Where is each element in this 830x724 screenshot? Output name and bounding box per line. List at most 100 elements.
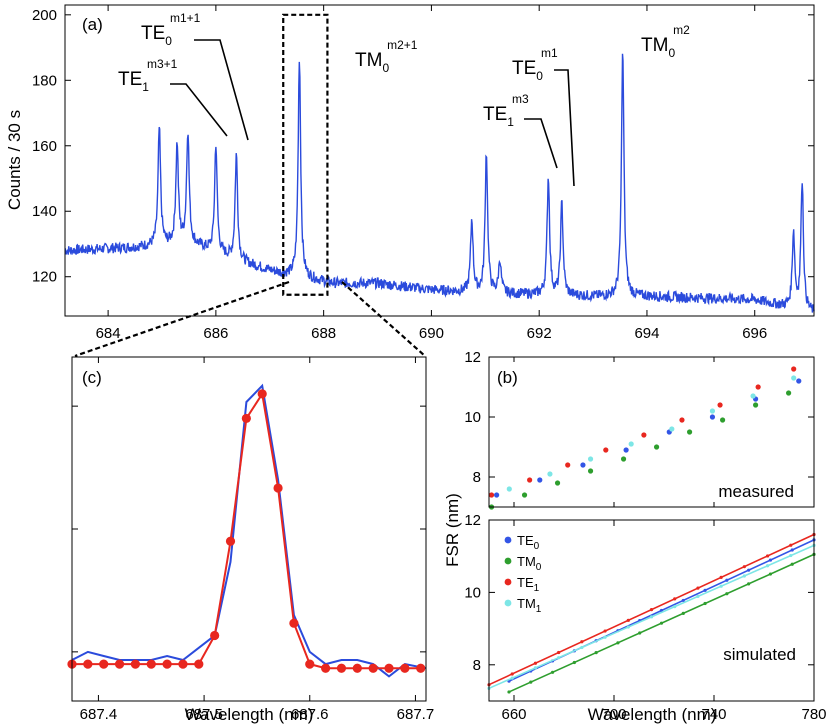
panel-b-simulated-point-tm1	[603, 635, 607, 639]
panel-b-measured-point-te0	[537, 477, 543, 483]
panel-a-xtick-label: 686	[203, 325, 228, 342]
panel-a-xtick-label: 690	[419, 325, 444, 342]
panel-b-measured-point-te1	[527, 477, 533, 483]
panel-b-simulated-point-te1	[789, 543, 793, 547]
panel-a-xtick-label: 694	[634, 325, 659, 342]
panel-b-simulated-point-te1	[626, 618, 630, 622]
panel-b-measured-point-tm1	[669, 426, 675, 432]
panel-a-label: (a)	[82, 15, 103, 34]
panel-b-measured-point-tm1	[628, 441, 634, 447]
panel-b-simulated-point-te0	[681, 598, 685, 603]
panel-c-fit-point	[336, 663, 347, 673]
panel-b-simulated-point-te1	[719, 575, 723, 580]
panel-c-fit-point	[162, 659, 172, 669]
panel-c-xtick-label: 687.5	[185, 706, 223, 723]
panel-a-ytick-label: 120	[32, 269, 57, 286]
panel-a-ytick-label: 200	[32, 7, 57, 24]
panel-b-simulated-xtick-label: 700	[601, 706, 626, 723]
panel-c-fit-point	[130, 659, 141, 669]
panel-b-measured-caption: measured	[718, 482, 794, 501]
panel-b-simulated-point-tm1	[557, 656, 561, 660]
panel-b-measured-point-tm0	[653, 444, 660, 450]
annotation-tm0-m2: TM0m2	[641, 23, 690, 60]
panel-b-simulated-point-tm0	[529, 680, 533, 684]
panel-c-fit-line	[72, 391, 421, 670]
panel-b-measured-point-tm0	[719, 417, 726, 423]
panel-b-measured-point-tm0	[521, 492, 528, 498]
panel-c-fit-point	[368, 663, 378, 673]
panel-b-measured-point-tm0	[786, 390, 792, 396]
panel-b-simulated-point-tm0	[725, 592, 729, 596]
panel-b-simulated-ytick-label: 12	[464, 512, 481, 529]
panel-b-measured-point-tm1	[587, 456, 594, 462]
panel-b-simulated-point-te1	[580, 640, 584, 644]
panel-b-simulated-point-tm0	[747, 582, 751, 586]
panel-c-xtick-label: 687.6	[291, 706, 329, 723]
panel-b-measured-point-tm1	[791, 375, 797, 381]
panel-b-simulated-point-tm1	[696, 594, 700, 599]
legend-marker-tm1	[504, 599, 512, 607]
panel-b-ylabel: FSR (nm)	[443, 493, 462, 567]
panel-c-fit-point	[178, 659, 188, 669]
panel-b-measured: 8 10 12 (b) measured	[464, 349, 815, 510]
panel-c-label: (c)	[82, 368, 102, 387]
panel-b-simulated-point-tm0	[768, 572, 773, 576]
panel-b-simulated-point-tm0	[703, 601, 707, 606]
panel-b-measured-point-te1	[603, 447, 609, 453]
panel-b-measured-ytick-label: 8	[473, 469, 481, 486]
legend-label-tm1: TM1	[517, 596, 542, 615]
panel-c-fit-point	[114, 659, 125, 669]
panel-c-fit-point	[257, 389, 267, 399]
panel-b-measured-axes-frame	[488, 356, 815, 508]
panel-a-ylabel: Counts / 30 s	[5, 110, 24, 210]
panel-a-xtick-label: 688	[311, 325, 336, 342]
panel-b-measured-point-te1	[791, 366, 797, 372]
panel-c-fit-point	[210, 630, 220, 641]
panel-b-measured-point-tm1	[547, 471, 553, 477]
panel-a-xtick-label: 692	[527, 325, 552, 342]
svg-text:TE0m1+1: TE0m1+1	[141, 11, 201, 48]
svg-text:TM0m2+1: TM0m2+1	[355, 38, 418, 75]
panel-a-xtick-label: 684	[96, 325, 121, 342]
panel-b-measured-point-te1	[565, 462, 571, 468]
panel-b-simulated-point-te1	[742, 565, 746, 569]
panel-b-measured-point-tm1	[709, 408, 716, 414]
legend-marker-te1	[504, 578, 512, 586]
panel-b-simulated-caption: simulated	[723, 645, 796, 664]
panel-b-measured-point-te1	[755, 384, 761, 390]
panel-c-measured-line	[71, 383, 427, 678]
zoom-region-box	[282, 13, 329, 296]
panel-b-simulated-point-tm0	[681, 611, 685, 615]
panel-b-simulated-point-tm0	[594, 651, 598, 655]
panel-c-fit-point	[305, 659, 315, 669]
panel-c-fit-point	[416, 663, 426, 673]
panel-c-fit-point	[241, 413, 251, 424]
svg-text:TE1m3+1: TE1m3+1	[118, 57, 178, 94]
panel-b-simulated-point-tm1	[742, 574, 746, 578]
panel-a-axes-frame	[64, 4, 815, 317]
zoom-connector-right	[341, 281, 426, 357]
panel-b-measured-point-te1	[641, 432, 647, 438]
panel-b-simulated-point-te1	[696, 586, 700, 590]
panel-c-xtick-label: 687.4	[80, 706, 118, 723]
panel-b-simulated-axes-frame	[488, 519, 815, 702]
legend-label-te0: TE0	[517, 533, 540, 552]
panel-b-simulated-ytick-label: 10	[464, 584, 481, 601]
panel-b-simulated-point-tm1	[789, 553, 793, 558]
annotation-te1-m3: TE1m3	[483, 92, 558, 169]
panel-b-measured-point-tm0	[620, 456, 627, 462]
panel-b-measured-point-tm0	[753, 402, 759, 408]
svg-text:TM0m2: TM0m2	[641, 23, 690, 60]
panel-c-fit-point	[352, 663, 362, 673]
annotation-tm0-m2plus1: TM0m2+1	[355, 38, 418, 75]
panel-b-simulated-point-te1	[603, 629, 607, 633]
panel-b-simulated-point-te1	[765, 554, 770, 558]
panel-c-fit-point	[289, 618, 299, 628]
panel-b-simulated-point-tm1	[673, 605, 677, 609]
panel-b-measured-point-tm0	[587, 468, 594, 474]
legend-marker-tm0	[504, 557, 512, 565]
panel-c-xlabel: Wavelength (nm)	[185, 705, 314, 724]
panel-b-simulated-xtick-label: 780	[801, 706, 826, 723]
panel-b-measured-point-tm0	[554, 480, 561, 486]
panel-b-measured-point-te1	[679, 417, 685, 423]
